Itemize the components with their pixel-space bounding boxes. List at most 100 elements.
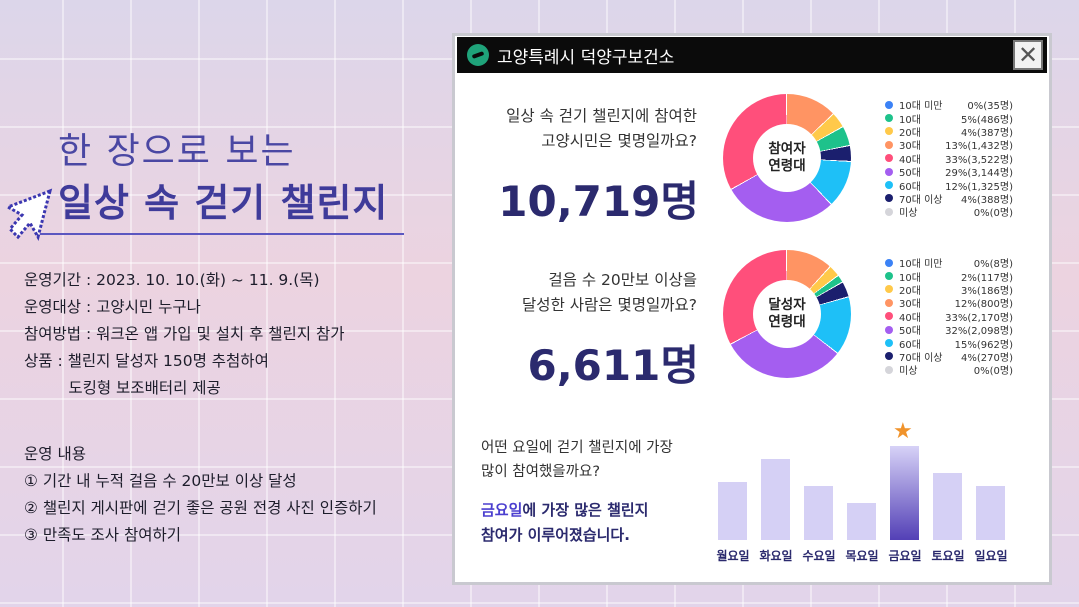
legend-dot — [885, 154, 893, 163]
legend-dot — [885, 100, 893, 109]
bar-label: 수요일 — [802, 549, 836, 563]
ops-list: ① 기간 내 누적 걸음 수 20만보 이상 달성 ② 챌린지 게시판에 걷기 좋… — [24, 468, 377, 549]
legend-value: 12%(1,325명) — [945, 181, 1013, 193]
legend-value: 0%(0명) — [973, 366, 1013, 378]
legend-dot — [885, 194, 893, 203]
legend-value: 3%(186명) — [961, 285, 1013, 297]
bar-label: 월요일 — [716, 549, 750, 563]
legend-label: 미상 — [899, 366, 918, 378]
legend-label: 30대 — [899, 299, 921, 311]
legend-value: 32%(2,098명) — [945, 326, 1013, 338]
achievers-total: 6,611명 — [527, 341, 700, 390]
detail-line: 상품 : 챌린지 달성자 150명 추첨하여 — [24, 352, 269, 370]
legend-item: 10대 2%(117명) — [885, 269, 1013, 284]
legend-item: 60대 12%(1,325명) — [885, 178, 1013, 193]
bar-수요일 — [804, 486, 833, 540]
legend-dot — [885, 298, 893, 307]
legend-label: 60대 — [899, 339, 921, 351]
legend-label: 40대 — [899, 312, 921, 324]
close-button[interactable]: ✕ — [1013, 40, 1043, 70]
legend-value: 12%(800명) — [954, 299, 1013, 311]
star-icon: ★ — [893, 419, 913, 444]
q-line: 걸음 수 20만보 이상을 — [548, 271, 697, 289]
q-line: 고양시민은 몇명일까요? — [541, 132, 697, 150]
detail-line: 운영대상 : 고양시민 누구나 — [24, 298, 201, 316]
weekday-question: 어떤 요일에 걷기 챌린지에 가장 많이 참여했을까요? — [481, 436, 673, 484]
legend-label: 30대 — [899, 141, 921, 153]
participants-donut: 참여자 연령대 — [723, 94, 851, 222]
q-line: 일상 속 걷기 챌린지에 참여한 — [506, 107, 697, 125]
subtitle: 한 장으로 보는 — [58, 131, 296, 172]
bar-금요일 — [890, 446, 919, 540]
bar-label: 일요일 — [974, 549, 1008, 563]
bar-label: 화요일 — [759, 549, 793, 563]
legend-dot — [885, 339, 893, 348]
legend-value: 0%(0명) — [973, 208, 1013, 220]
donut-center: 달성자 연령대 — [753, 280, 821, 348]
legend-item: 미상 0%(0명) — [885, 205, 1013, 220]
achievers-question: 걸음 수 20만보 이상을 달성한 사람은 몇명일까요? — [522, 268, 697, 318]
ops-item: ② 챌린지 게시판에 걷기 좋은 공원 전경 사진 인증하기 — [24, 499, 377, 517]
legend-label: 미상 — [899, 208, 918, 220]
achievers-legend: 10대 미만 0%(8명) 10대 2%(117명) 20대 3%(186명) 30대 12%… — [885, 256, 1013, 377]
legend-item: 50대 32%(2,098명) — [885, 323, 1013, 338]
legend-label: 20대 — [899, 127, 921, 139]
bar-화요일 — [761, 459, 790, 540]
legend-label: 10대 미만 — [899, 101, 943, 113]
cursor-icon — [4, 188, 53, 241]
bar-토요일 — [933, 473, 962, 540]
participants-total: 10,719명 — [498, 177, 699, 226]
legend-label: 50대 — [899, 326, 921, 338]
legend-label: 10대 — [899, 114, 921, 126]
bar-목요일 — [847, 503, 876, 540]
legend-item: 50대 29%(3,144명) — [885, 165, 1013, 180]
panel-header: 고양특례시 덕양구보건소 ✕ — [457, 37, 1047, 73]
legend-label: 10대 미만 — [899, 259, 943, 271]
legend-label: 20대 — [899, 285, 921, 297]
legend-item: 30대 12%(800명) — [885, 296, 1013, 311]
weekday-answer: 금요일에 가장 많은 챌린지 참여가 이루어졌습니다. — [481, 498, 648, 548]
legend-label: 40대 — [899, 154, 921, 166]
legend-label: 50대 — [899, 168, 921, 180]
legend-dot — [885, 325, 893, 334]
answer-highlight: 금요일 — [481, 501, 523, 519]
q-line: 어떤 요일에 걷기 챌린지에 가장 — [481, 440, 673, 456]
details: 운영기간 : 2023. 10. 10.(화) ~ 11. 9.(목) 운영대상 … — [24, 267, 345, 402]
legend-item: 60대 15%(962명) — [885, 336, 1013, 351]
legend-value: 5%(486명) — [961, 114, 1013, 126]
legend-dot — [885, 114, 893, 123]
ops-item: ③ 만족도 조사 참여하기 — [24, 526, 182, 544]
legend-item: 10대 미만 0%(8명) — [885, 256, 1013, 271]
weekday-bar-chart: 월요일 화요일 수요일 목요일 금요일 ★ 토요일 일요일 — [711, 416, 1011, 576]
bar-일요일 — [976, 486, 1005, 540]
legend-dot — [885, 181, 893, 190]
legend-item: 70대 이상 4%(270명) — [885, 350, 1013, 364]
legend-value: 15%(962명) — [954, 339, 1013, 351]
bar-label: 목요일 — [845, 549, 879, 563]
legend-item: 미상 0%(0명) — [885, 363, 1013, 378]
legend-item: 20대 3%(186명) — [885, 283, 1013, 297]
legend-dot — [885, 352, 893, 361]
legend-value: 2%(117명) — [961, 272, 1013, 284]
legend-item: 40대 33%(2,170명) — [885, 310, 1013, 324]
detail-line: 운영기간 : 2023. 10. 10.(화) ~ 11. 9.(목) — [24, 271, 320, 289]
legend-value: 0%(8명) — [973, 259, 1013, 271]
donut-center: 참여자 연령대 — [753, 124, 821, 192]
divider — [40, 233, 404, 235]
legend-value: 4%(270명) — [961, 352, 1013, 364]
page-title: 일상 속 걷기 챌린지 — [58, 181, 389, 225]
legend-item: 10대 미만 0%(35명) — [885, 98, 1013, 113]
legend-value: 13%(1,432명) — [945, 141, 1013, 153]
legend-item: 40대 33%(3,522명) — [885, 152, 1013, 166]
center-line: 달성자 — [768, 297, 806, 313]
bar-label: 토요일 — [931, 549, 965, 563]
ops-item: ① 기간 내 누적 걸음 수 20만보 이상 달성 — [24, 472, 297, 490]
left-info: 한 장으로 보는 일상 속 걷기 챌린지 운영기간 : 2023. 10. 10… — [0, 0, 450, 607]
legend-dot — [885, 127, 893, 136]
legend-dot — [885, 167, 893, 176]
achievers-donut: 달성자 연령대 — [723, 250, 851, 378]
center-line: 참여자 — [768, 141, 806, 157]
ops-title: 운영 내용 — [24, 445, 86, 463]
